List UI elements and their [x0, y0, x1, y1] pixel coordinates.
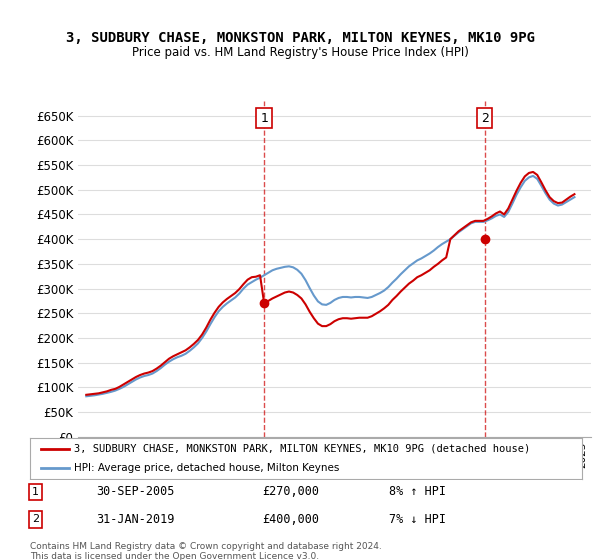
Text: 30-SEP-2005: 30-SEP-2005 [96, 486, 175, 498]
Text: 31-JAN-2019: 31-JAN-2019 [96, 513, 175, 526]
Text: Contains HM Land Registry data © Crown copyright and database right 2024.
This d: Contains HM Land Registry data © Crown c… [30, 542, 382, 560]
Text: 2: 2 [32, 515, 39, 524]
Text: £270,000: £270,000 [262, 486, 319, 498]
Text: 3, SUDBURY CHASE, MONKSTON PARK, MILTON KEYNES, MK10 9PG: 3, SUDBURY CHASE, MONKSTON PARK, MILTON … [65, 31, 535, 45]
Text: Price paid vs. HM Land Registry's House Price Index (HPI): Price paid vs. HM Land Registry's House … [131, 46, 469, 59]
Text: HPI: Average price, detached house, Milton Keynes: HPI: Average price, detached house, Milt… [74, 463, 340, 473]
Text: 3, SUDBURY CHASE, MONKSTON PARK, MILTON KEYNES, MK10 9PG (detached house): 3, SUDBURY CHASE, MONKSTON PARK, MILTON … [74, 444, 530, 454]
Text: 7% ↓ HPI: 7% ↓ HPI [389, 513, 446, 526]
Text: 1: 1 [260, 111, 268, 124]
Text: 8% ↑ HPI: 8% ↑ HPI [389, 486, 446, 498]
Text: £400,000: £400,000 [262, 513, 319, 526]
Text: 1: 1 [32, 487, 39, 497]
Text: 2: 2 [481, 111, 489, 124]
